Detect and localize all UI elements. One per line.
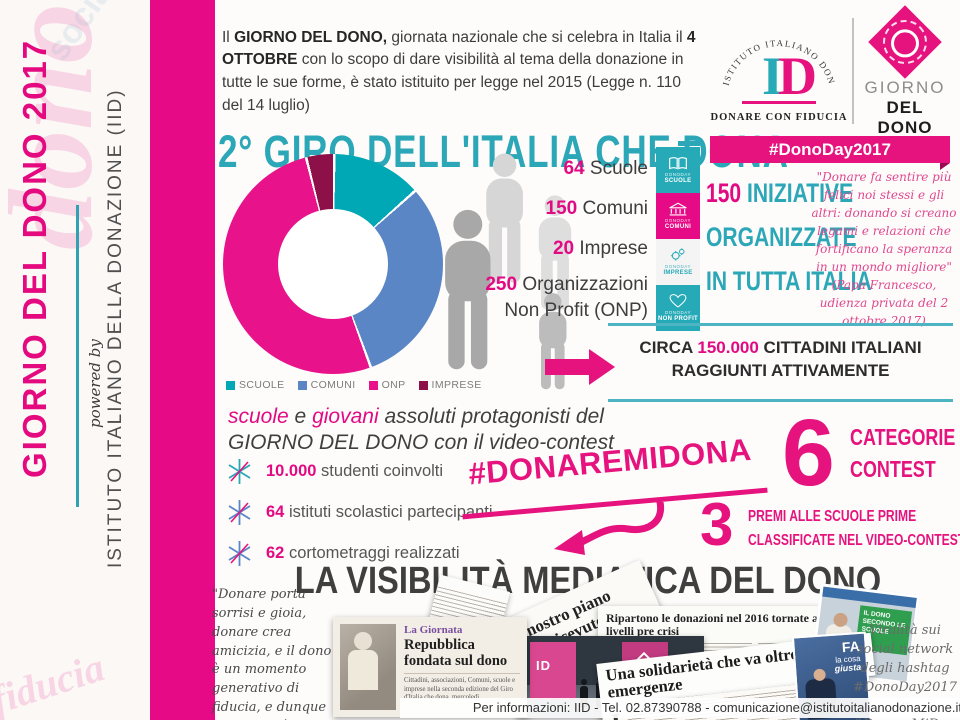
iid-logo-graphic: ISTITUTO ITALIANO DONAZIONE I D DONARE C… xyxy=(706,0,847,123)
footer-contact-info: Per informazioni: IID - Tel. 02.87390788… xyxy=(400,698,960,718)
badge-scuole: DONODAY SCUOLE xyxy=(656,147,700,193)
reach-statement: CIRCA 150.000 CITTADINI ITALIANI RAGGIUN… xyxy=(639,338,922,380)
badge-imprese: DONODAY IMPRESE xyxy=(656,239,700,285)
pink-arrow-icon xyxy=(545,359,589,375)
premi-line2: CLASSIFICATE NEL VIDEO-CONTEST xyxy=(748,532,960,549)
intro-paragraph: Il GIORNO DEL DONO, giornata nazionale c… xyxy=(222,28,696,115)
magenta-accent-bar xyxy=(150,0,215,720)
title-dash-decoration xyxy=(678,141,700,146)
pink-arrow-head xyxy=(589,349,615,385)
donoday-badge-column: DONODAY SCUOLE DONODAY COMUNI DONODAY IM… xyxy=(656,147,700,331)
donut-chart-hole xyxy=(278,209,388,319)
donoday-hashtag-banner: #DonoDay2017 xyxy=(710,136,950,170)
article-body: Cittadini, associazioni, Comuni, scuole … xyxy=(404,673,520,702)
premi-number-3: 3 xyxy=(700,491,734,558)
contest-categorie-label: CATEGORIE xyxy=(850,424,956,450)
legend-swatch xyxy=(368,380,378,390)
legend-item-onp: ONP xyxy=(368,379,406,391)
curved-arrow-icon xyxy=(554,502,665,555)
asterisk-star-icon xyxy=(228,459,251,484)
iid-monogram-d: D xyxy=(778,46,817,106)
asterisk-star-icon xyxy=(228,500,251,525)
iid-monogram-i: I xyxy=(762,46,783,106)
stat-comuni: 150 Comuni xyxy=(545,198,648,219)
giorno-del-dono-logo: GIORNO DEL DONO xyxy=(860,5,950,137)
heart-icon xyxy=(669,294,687,309)
chart-legend: SCUOLE COMUNI ONP IMPRESE xyxy=(226,379,481,391)
stage-panel xyxy=(530,642,576,700)
bullet-studenti: 10.000 studenti coinvolti xyxy=(226,458,443,485)
teal-divider-top xyxy=(608,323,953,326)
stat-imprese: 20 Imprese xyxy=(552,238,648,259)
legend-item-comuni: COMUNI xyxy=(297,379,356,391)
gdd-logo-line2: DEL DONO xyxy=(877,98,933,137)
bullet-istituti: 64 istituti scolastici partecipanti xyxy=(226,499,493,526)
stat-onp: 250 Organizzazioni Non Profit (ONP) xyxy=(485,274,648,321)
iniziative-line3: IN TUTTA ITALIA xyxy=(706,266,872,296)
iid-tagline: DONARE CON FIDUCIA xyxy=(710,112,847,123)
iniziative-line1: 150 INIZIATIVE xyxy=(706,178,854,208)
legend-swatch xyxy=(226,380,235,390)
stage-id-logo: ID xyxy=(536,658,551,673)
article-headline: Ripartono le donazioni nel 2016 tornate … xyxy=(606,611,822,639)
teal-divider-bottom xyxy=(608,399,953,402)
legend-item-imprese: IMPRESE xyxy=(418,379,482,391)
organization-name-vertical: ISTITUTO ITALIANO DELLA DONAZIONE (IID) xyxy=(105,88,126,568)
diamond-knot-icon xyxy=(868,5,942,79)
social-virality-note: Viralità sui social network degli hashta… xyxy=(852,623,960,720)
gears-icon xyxy=(670,248,685,261)
contest-number-6: 6 xyxy=(782,400,835,506)
iid-logo: ISTITUTO ITALIANO DONAZIONE I D DONARE C… xyxy=(706,0,848,134)
contest-contest-label: CONTEST xyxy=(850,456,936,482)
event-title-vertical: GIORNO DEL DONO 2017 xyxy=(16,38,53,478)
badge-comuni: DONODAY COMUNI xyxy=(656,193,700,239)
legend-swatch xyxy=(297,380,307,390)
asterisk-star-icon xyxy=(228,541,251,566)
mattarella-quote: "Donare porta sorrisi e gioia, donare cr… xyxy=(212,587,332,720)
legend-item-scuole: SCUOLE xyxy=(226,379,285,391)
bank-icon xyxy=(669,202,687,216)
book-icon xyxy=(669,156,687,170)
stat-scuole: 64 Scuole xyxy=(563,158,648,179)
clipping-photo xyxy=(340,624,396,710)
legend-swatch xyxy=(418,380,428,390)
sidebar-divider-line xyxy=(76,205,79,507)
protagonisti-caption: scuole e giovani assoluti protagonisti d… xyxy=(228,405,614,455)
iniziative-line2: ORGANIZZATE xyxy=(706,222,857,252)
watermark-text: fiducia xyxy=(0,644,110,720)
papa-francesco-quote: "Donare fa sentire più felici noi stessi… xyxy=(811,170,957,328)
article-kicker: La Giornata xyxy=(404,624,463,636)
quote-attribution: (Papa Francesco, udienza privata del 2 o… xyxy=(819,278,949,328)
article-headline: Repubblica fondata sul dono xyxy=(404,637,508,669)
bullet-cortometraggi: 62 cortometraggi realizzati xyxy=(226,540,460,567)
premi-line1: PREMI ALLE SCUOLE PRIME xyxy=(748,508,917,525)
gdd-logo-line1: GIORNO xyxy=(864,78,946,97)
logo-separator xyxy=(852,18,854,124)
sidebar: dono sociale fiducia GIORNO DEL DONO 201… xyxy=(0,0,215,720)
